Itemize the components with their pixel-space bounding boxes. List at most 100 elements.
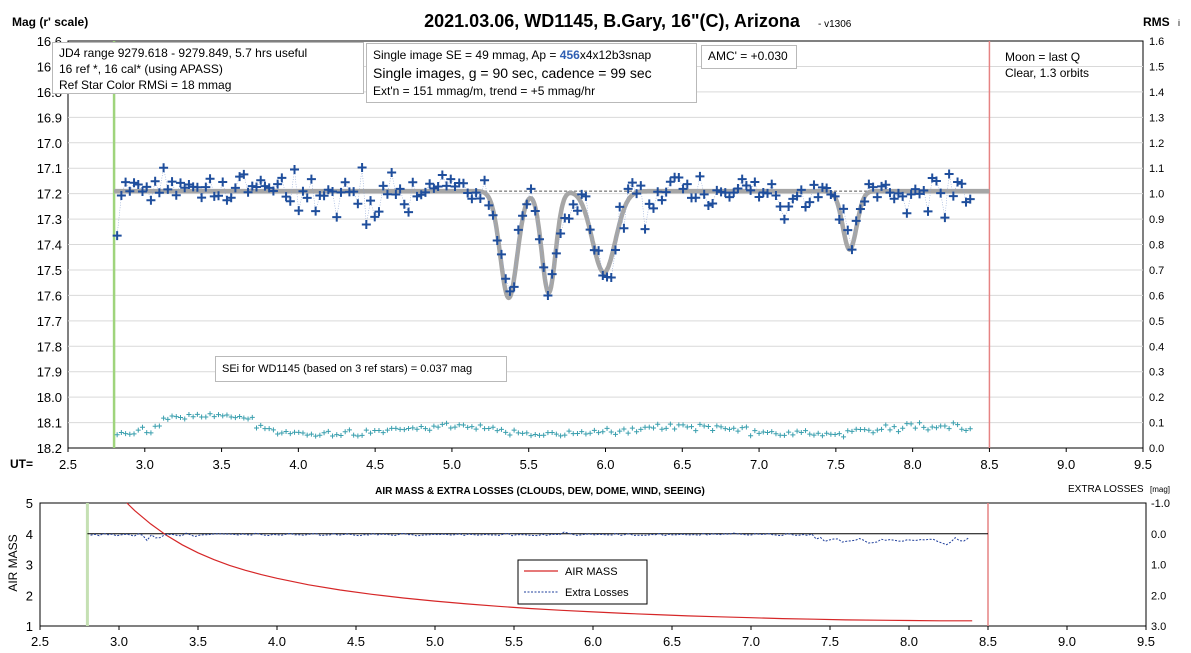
rms-point (752, 428, 758, 434)
rms-point (515, 430, 521, 436)
bottom-y-axis-label: AIR MASS (6, 534, 20, 591)
rms-point (803, 428, 809, 434)
rms-point (718, 424, 724, 430)
data-point (273, 179, 283, 189)
data-point (906, 189, 916, 199)
rms-point (596, 430, 602, 436)
data-point (615, 202, 625, 212)
data-point (682, 179, 692, 189)
top-x-tick-label: 8.0 (904, 457, 922, 472)
data-point (340, 177, 350, 187)
extra-losses-line (90, 531, 969, 546)
rms-point (925, 427, 931, 433)
data-point (572, 206, 582, 216)
data-point (163, 184, 173, 194)
data-point (290, 165, 300, 175)
data-point (585, 225, 595, 235)
data-point (129, 178, 139, 188)
rms-point (608, 429, 614, 435)
top-x-ticks: 2.5 3.0 3.5 4.0 4.5 5.0 5.5 6.0 6.5 7.0 7.5 8.0 8.5 9… (59, 448, 1152, 472)
rms-point (955, 422, 961, 428)
data-point (349, 187, 359, 197)
data-point (133, 180, 143, 190)
data-point (446, 174, 456, 184)
data-point (847, 245, 857, 255)
rms-point (220, 413, 226, 419)
data-point (530, 206, 540, 216)
rms-point (156, 423, 162, 429)
rms-point (283, 429, 289, 435)
legend-extra-losses-label: Extra Losses (565, 587, 629, 599)
rms-point (262, 426, 268, 432)
rms-point (891, 424, 897, 430)
data-point (729, 188, 739, 198)
data-point (965, 194, 975, 204)
data-point (737, 174, 747, 184)
rms-point (676, 422, 682, 428)
info-box-observation: JD4 range 9279.618 - 9279.849, 5.7 hrs u… (52, 42, 364, 94)
top-chart-marks (112, 41, 991, 448)
rms-point (270, 427, 276, 433)
rms-point (520, 430, 526, 436)
data-point (953, 177, 963, 187)
bottom-x-tick-label: 5.0 (426, 634, 444, 649)
data-point (171, 190, 181, 200)
rms-point (498, 426, 504, 432)
data-point (218, 177, 228, 187)
data-point (420, 187, 430, 197)
data-point (644, 199, 654, 209)
rms-point (380, 430, 386, 436)
data-point (619, 223, 629, 233)
data-point (775, 202, 785, 212)
top-x-tick-label: 6.5 (673, 457, 691, 472)
rms-point (760, 429, 766, 435)
rms-point (359, 432, 365, 438)
rms-point (570, 431, 576, 437)
data-point (648, 203, 658, 213)
rms-point (376, 427, 382, 433)
data-point (125, 186, 135, 196)
rms-point (152, 423, 158, 429)
data-point (733, 183, 743, 193)
data-point (910, 184, 920, 194)
bottom-y2-axis-label: EXTRA LOSSES (1068, 484, 1144, 495)
rms-point (811, 432, 817, 438)
rms-point (144, 430, 150, 436)
top-x-tick-label: 7.5 (827, 457, 845, 472)
rms-point (862, 427, 868, 433)
data-point (547, 269, 557, 279)
top-y-tick-label: 17.5 (37, 263, 62, 278)
data-point (361, 219, 371, 229)
rms-point (439, 421, 445, 427)
rms-point (541, 432, 547, 438)
rms-point (917, 420, 923, 426)
rms-point (553, 431, 559, 437)
data-point (412, 191, 422, 201)
legend-airmass-label: AIR MASS (565, 566, 618, 578)
top-y2-tick-label: 1.2 (1149, 138, 1164, 150)
data-point (610, 245, 620, 255)
data-point (475, 194, 485, 204)
rms-point (524, 430, 530, 436)
data-point (902, 208, 912, 218)
bottom-chart-title: AIR MASS & EXTRA LOSSES (CLOUDS, DEW, DO… (375, 486, 705, 497)
rms-point (422, 426, 428, 432)
top-x-tick-label: 5.5 (520, 457, 538, 472)
data-point (830, 191, 840, 201)
data-point (957, 179, 967, 189)
rms-point (887, 427, 893, 433)
rms-point (317, 432, 323, 438)
data-point (898, 191, 908, 201)
rms-point (600, 429, 606, 435)
data-point (712, 185, 722, 195)
data-point (121, 177, 131, 187)
rms-point (727, 426, 733, 432)
data-point (159, 163, 169, 173)
rms-point (127, 431, 133, 437)
data-point (399, 199, 409, 209)
top-y2-tick-label: 0.0 (1149, 443, 1164, 455)
rms-point (410, 425, 416, 431)
rms-point (714, 423, 720, 429)
data-point (311, 206, 321, 216)
data-point (142, 182, 152, 192)
